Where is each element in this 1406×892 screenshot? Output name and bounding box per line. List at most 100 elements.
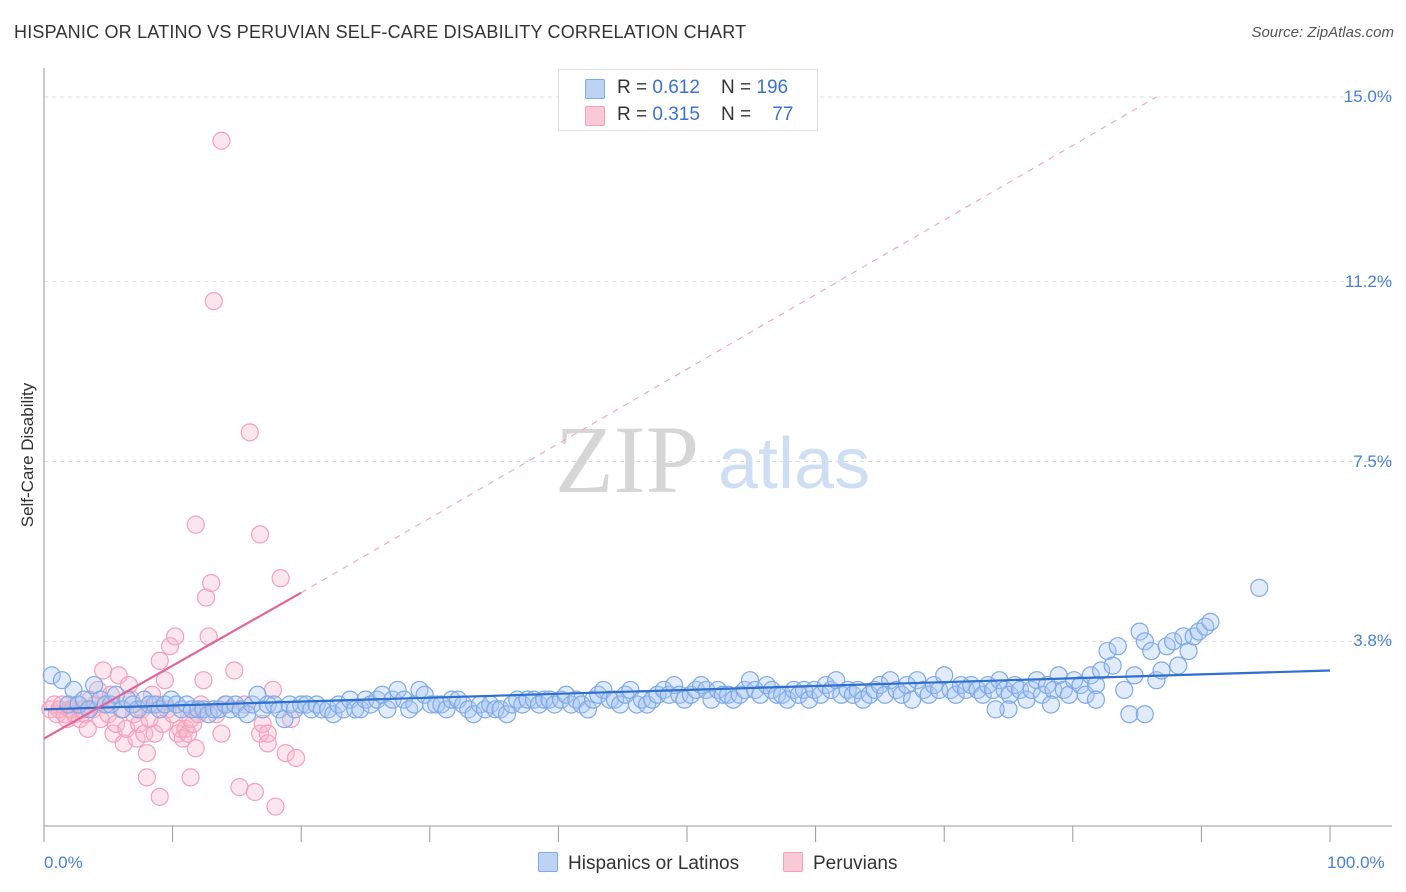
hispanic-point [1169,656,1188,675]
hispanic-point [1091,661,1111,680]
peruvian-point [186,739,205,758]
hispanic-point [594,680,613,700]
hispanic-point [1196,617,1215,636]
peruvian-point [212,724,231,743]
hispanic-point [1184,627,1203,646]
hispanic-point [778,690,797,709]
peruvian-point [271,569,290,588]
hispanic-point [1250,578,1269,597]
peruvian-point [225,661,244,680]
peruvian-point [276,743,295,763]
hispanic-point [324,705,343,724]
watermark-atlas: atlas [718,424,870,504]
hispanic-point [551,690,571,709]
peruvians-trend-line [43,591,302,740]
bottom-legend-label: Hispanics or Latinos [568,853,740,874]
hispanic-point [475,700,495,719]
peruvian-point [130,714,149,734]
x-tick-label-min: 0.0% [44,853,83,872]
peruvian-point [253,714,272,734]
hispanic-point [919,685,938,704]
hispanic-point [52,671,72,690]
hispanic-point [887,680,906,700]
hispanic-point [486,700,505,719]
hispanic-point [892,685,911,704]
peruvian-point [78,719,97,738]
hispanic-point [1108,637,1127,656]
peruvian-point [194,671,213,690]
hispanic-point [1086,690,1106,709]
hispanic-point [42,666,61,685]
hispanic-point [578,700,598,719]
y-tick-label: 11.2% [1345,271,1392,291]
peruvian-point [186,515,205,534]
chart-source: Source: ZipAtlas.com [1251,24,1394,41]
peruvians-trend-extension [300,96,1157,594]
hispanics-points [42,578,1269,729]
bottom-legend-label: Peruvians [813,853,898,874]
peruvian-point [212,131,231,150]
hispanic-point [1081,666,1100,685]
peruvian-point [204,292,223,311]
hispanic-point [442,690,461,709]
y-tick-label: 7.5% [1353,451,1392,471]
hispanic-point [1135,705,1154,724]
peruvian-point [166,627,185,646]
hispanic-point [616,685,635,704]
hispanic-point [1120,705,1139,724]
hispanic-point [995,680,1014,700]
hispanic-point [986,700,1005,719]
trend-lines [43,96,1331,740]
hispanic-point [562,695,581,714]
hispanic-point [221,700,240,719]
hispanic-point [530,695,549,714]
hispanic-point [908,671,927,690]
peruvian-point [230,778,249,797]
peruvian-point [240,423,259,442]
peruvian-point [150,651,169,670]
hispanic-point [1115,680,1134,700]
bottom-legend-peruvians: Peruvians [783,852,898,875]
hispanic-point [865,680,884,700]
peruvian-point [137,743,156,763]
hispanic-point [113,700,132,719]
hispanic-point [902,690,922,709]
peruvians-swatch [585,106,605,126]
y-tick-label: 3.8% [1353,631,1392,651]
hispanic-point [135,690,154,709]
watermark-zip: ZIP [555,406,699,513]
peruvian-point [281,709,301,729]
peruvian-point [286,748,306,768]
hispanic-point [1142,641,1161,661]
peruvian-point [202,573,221,593]
legend-r-label: R = [617,77,653,98]
chart-title: HISPANIC OR LATINO VS PERUVIAN SELF-CARE… [14,22,747,42]
hispanic-point [400,700,419,719]
y-tick-label: 15.0% [1343,87,1392,106]
hispanic-point [1103,656,1122,675]
peruvian-point [155,671,174,690]
hispanic-point [973,685,992,704]
legend-n-value: 77 [772,104,794,125]
hispanic-point [946,685,965,704]
hispanic-point [1000,685,1019,704]
hispanic-point [1130,622,1149,641]
hispanic-point [432,695,451,714]
legend-r-value: 0.315 [652,104,700,125]
hispanic-point [1135,632,1154,651]
peruvians-points [41,131,306,816]
hispanics-legend-swatch [538,852,558,872]
peruvian-point [258,724,277,743]
hispanic-point [437,700,456,719]
legend-r-label: R = [617,104,653,125]
legend-n-label: N = [721,77,757,98]
hispanic-point [914,680,933,700]
peruvian-point [245,782,265,802]
peruvian-point [94,661,113,680]
hispanic-point [1201,612,1220,631]
hispanic-point [589,685,608,704]
hispanic-point [464,705,483,724]
hispanic-point [1164,632,1183,651]
hispanic-point [243,695,262,714]
